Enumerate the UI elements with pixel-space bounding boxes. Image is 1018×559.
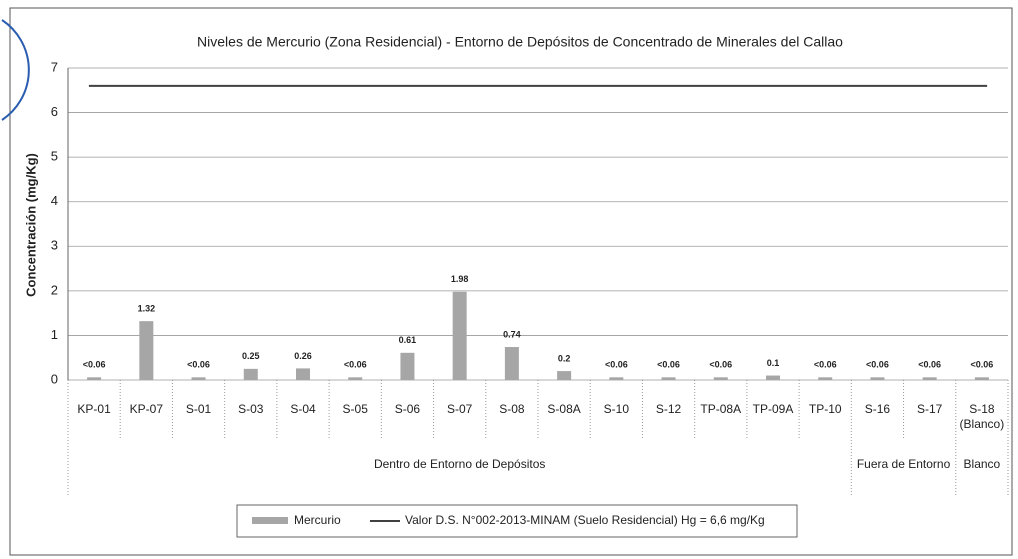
x-tick-label: S-17 <box>917 402 943 416</box>
bar <box>452 291 467 380</box>
x-tick-label: S-18 (Blanco) <box>960 402 1005 431</box>
chart-frame <box>9 7 1013 556</box>
x-tick-label: TP-08A <box>700 402 741 416</box>
x-tick-label: S-05 <box>343 402 369 416</box>
data-label: 0.1 <box>767 358 780 368</box>
data-label: <0.06 <box>187 360 210 370</box>
bar <box>557 371 572 380</box>
bar <box>139 321 154 380</box>
group-label: Fuera de Entorno <box>857 457 951 471</box>
y-tick-label: 1 <box>51 327 58 342</box>
bar <box>504 347 519 380</box>
data-label: <0.06 <box>605 360 628 370</box>
data-label: 1.98 <box>451 274 469 284</box>
data-label: <0.06 <box>918 360 941 370</box>
y-tick-label: 4 <box>51 193 58 208</box>
chart-title: Niveles de Mercurio (Zona Residencial) -… <box>197 34 843 50</box>
data-label: 0.26 <box>294 351 312 361</box>
bar <box>713 377 728 380</box>
bar <box>400 352 415 380</box>
data-label: <0.06 <box>814 360 837 370</box>
x-tick-label: S-01 <box>186 402 212 416</box>
bar <box>661 377 676 380</box>
x-tick-label: S-16 <box>865 402 891 416</box>
legend-label: Valor D.S. N°002-2013-MINAM (Suelo Resid… <box>405 513 765 527</box>
x-tick-label: S-08 <box>499 402 525 416</box>
x-tick-label: TP-10 <box>809 402 842 416</box>
bar <box>191 377 206 380</box>
y-tick-label: 3 <box>51 238 58 253</box>
data-label: 0.2 <box>558 353 571 363</box>
data-label: 0.74 <box>503 329 521 339</box>
data-label: <0.06 <box>866 360 889 370</box>
bar <box>243 368 258 380</box>
group-label: Blanco <box>964 457 1001 471</box>
data-label: 0.61 <box>399 335 417 345</box>
y-tick-label: 5 <box>51 149 58 164</box>
x-tick-label: S-07 <box>447 402 473 416</box>
bar <box>348 377 363 380</box>
x-tick-label: TP-09A <box>753 402 794 416</box>
legend-label: Mercurio <box>294 513 341 527</box>
x-tick-label: KP-01 <box>77 402 111 416</box>
bar <box>766 375 780 380</box>
bar <box>922 377 937 380</box>
x-tick-label: KP-07 <box>130 402 164 416</box>
data-label: <0.06 <box>344 360 367 370</box>
y-tick-label: 6 <box>51 104 58 119</box>
y-tick-label: 0 <box>51 371 58 386</box>
bar <box>609 377 624 380</box>
x-tick-label: S-10 <box>604 402 630 416</box>
bar <box>818 377 833 380</box>
data-label: <0.06 <box>709 360 732 370</box>
data-label: <0.06 <box>657 360 680 370</box>
group-label: Dentro de Entorno de Depósitos <box>374 457 545 471</box>
legend-box <box>236 504 798 538</box>
data-label: <0.06 <box>83 360 106 370</box>
bar <box>974 377 989 380</box>
x-tick-label: S-12 <box>656 402 682 416</box>
data-label: <0.06 <box>970 360 993 370</box>
x-tick-label: S-06 <box>395 402 421 416</box>
bar <box>296 368 310 380</box>
y-tick-label: 2 <box>51 282 58 297</box>
legend-swatch <box>252 517 288 524</box>
data-label: 1.32 <box>138 304 156 314</box>
data-label: 0.25 <box>242 351 260 361</box>
x-tick-label: S-04 <box>290 402 316 416</box>
x-tick-label: S-08A <box>547 402 580 416</box>
logo-arc <box>1 19 30 121</box>
x-tick-label: S-03 <box>238 402 264 416</box>
y-tick-label: 7 <box>51 59 58 74</box>
bar <box>870 377 885 380</box>
y-axis-label: Concentración (mg/Kg) <box>23 153 38 297</box>
bar <box>87 377 102 380</box>
